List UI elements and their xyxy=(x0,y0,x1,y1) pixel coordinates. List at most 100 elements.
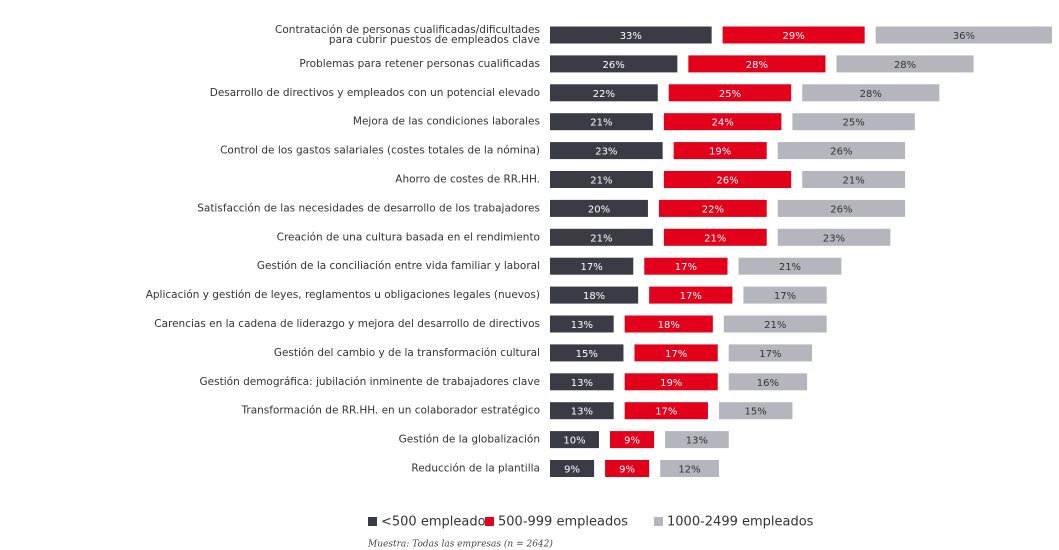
bar xyxy=(624,373,718,391)
value-label: 9% xyxy=(619,465,635,476)
value-label: 28% xyxy=(746,60,768,71)
category-label: Satisfacción de las necesidades de desar… xyxy=(197,202,540,214)
category-label: Control de los gastos salariales (costes… xyxy=(220,145,540,157)
value-label: 15% xyxy=(576,349,598,360)
legend-label: 1000-2499 empleados xyxy=(667,515,814,530)
bar xyxy=(663,228,767,246)
bar xyxy=(550,55,678,73)
value-label: 22% xyxy=(593,89,615,100)
value-label: 23% xyxy=(823,233,845,244)
value-label: 21% xyxy=(590,118,612,129)
bar xyxy=(743,286,827,304)
bar xyxy=(802,171,906,188)
bar xyxy=(723,315,827,333)
bar xyxy=(875,26,1052,44)
category-label: Carencias en la cadena de liderazgo y me… xyxy=(154,318,540,330)
category-label: Creación de una cultura basada en el ren… xyxy=(277,231,540,243)
legend-label: <500 empleados xyxy=(381,515,493,530)
bar xyxy=(550,199,648,217)
category-label: Ahorro de costes de RR.HH. xyxy=(395,174,540,186)
bar xyxy=(550,26,712,44)
value-label: 17% xyxy=(774,291,796,302)
bar xyxy=(550,402,614,420)
bar xyxy=(550,460,595,477)
category-label: Gestión de la conciliación entre vida fa… xyxy=(257,260,540,272)
value-label: 13% xyxy=(571,378,593,389)
category-label: Aplicación y gestión de leyes, reglament… xyxy=(146,289,540,301)
legend-swatch xyxy=(485,517,494,526)
value-label: 28% xyxy=(860,89,882,100)
value-label: 20% xyxy=(588,204,610,215)
bar xyxy=(777,199,906,217)
bar xyxy=(550,84,658,102)
value-label: 9% xyxy=(564,465,580,476)
bar xyxy=(550,257,634,275)
bar xyxy=(550,286,639,304)
bar xyxy=(634,344,718,362)
value-label: 19% xyxy=(660,378,682,389)
category-label: Reducción de la plantilla xyxy=(411,463,540,475)
legend-label: 500-999 empleados xyxy=(498,515,628,530)
bar xyxy=(609,431,655,449)
category-label: Mejora de las condiciones laborales xyxy=(353,116,540,128)
value-label: 21% xyxy=(704,233,726,244)
bar xyxy=(777,228,891,246)
value-label: 17% xyxy=(680,291,702,302)
value-label: 10% xyxy=(563,436,585,447)
value-label: 25% xyxy=(843,118,865,129)
bar xyxy=(649,286,733,304)
value-label: 15% xyxy=(745,407,767,418)
value-label: 17% xyxy=(581,262,603,273)
value-label: 18% xyxy=(658,320,680,331)
bar xyxy=(802,84,940,102)
value-label: 21% xyxy=(764,320,786,331)
legend-swatch xyxy=(654,517,663,526)
bar xyxy=(605,460,650,477)
value-label: 21% xyxy=(843,176,865,187)
bar xyxy=(738,257,842,275)
bar xyxy=(624,402,708,420)
value-label: 21% xyxy=(590,233,612,244)
bar xyxy=(836,55,974,73)
bar xyxy=(658,199,767,217)
value-label: 17% xyxy=(665,349,687,360)
category-label: Contratación de personas cualificadas/di… xyxy=(275,24,540,46)
value-label: 28% xyxy=(894,60,916,71)
value-label: 29% xyxy=(783,31,805,42)
bar xyxy=(722,26,865,44)
category-label: Problemas para retener personas cualific… xyxy=(299,58,540,70)
bar xyxy=(668,84,792,102)
value-label: 26% xyxy=(603,60,625,71)
value-label: 9% xyxy=(624,436,640,447)
value-label: 17% xyxy=(675,262,697,273)
note: Muestra: Todas las empresas (n = 2642) xyxy=(367,539,553,550)
value-label: 25% xyxy=(719,89,741,100)
value-label: 18% xyxy=(583,291,605,302)
bar xyxy=(777,142,906,160)
bar xyxy=(550,344,624,362)
bar xyxy=(792,113,915,131)
value-label: 26% xyxy=(830,204,852,215)
bar xyxy=(550,113,653,131)
category-label: Transformación de RR.HH. en un colaborad… xyxy=(241,405,540,417)
value-label: 26% xyxy=(716,176,738,187)
value-label: 13% xyxy=(571,407,593,418)
category-label: Gestión de la globalización xyxy=(399,434,540,446)
legend-swatch xyxy=(368,517,377,526)
value-label: 12% xyxy=(678,465,700,476)
bar xyxy=(550,315,614,333)
bar xyxy=(728,344,812,362)
category-label: Gestión del cambio y de la transformació… xyxy=(274,347,540,359)
value-label: 16% xyxy=(757,378,779,389)
value-label: 24% xyxy=(712,118,734,129)
value-label: 22% xyxy=(702,204,724,215)
bar xyxy=(550,373,614,391)
bar xyxy=(550,431,599,449)
bar xyxy=(550,228,653,246)
bar xyxy=(644,257,728,275)
bar xyxy=(663,171,792,188)
value-label: 21% xyxy=(590,176,612,187)
bar xyxy=(718,402,793,420)
value-label: 17% xyxy=(655,407,677,418)
